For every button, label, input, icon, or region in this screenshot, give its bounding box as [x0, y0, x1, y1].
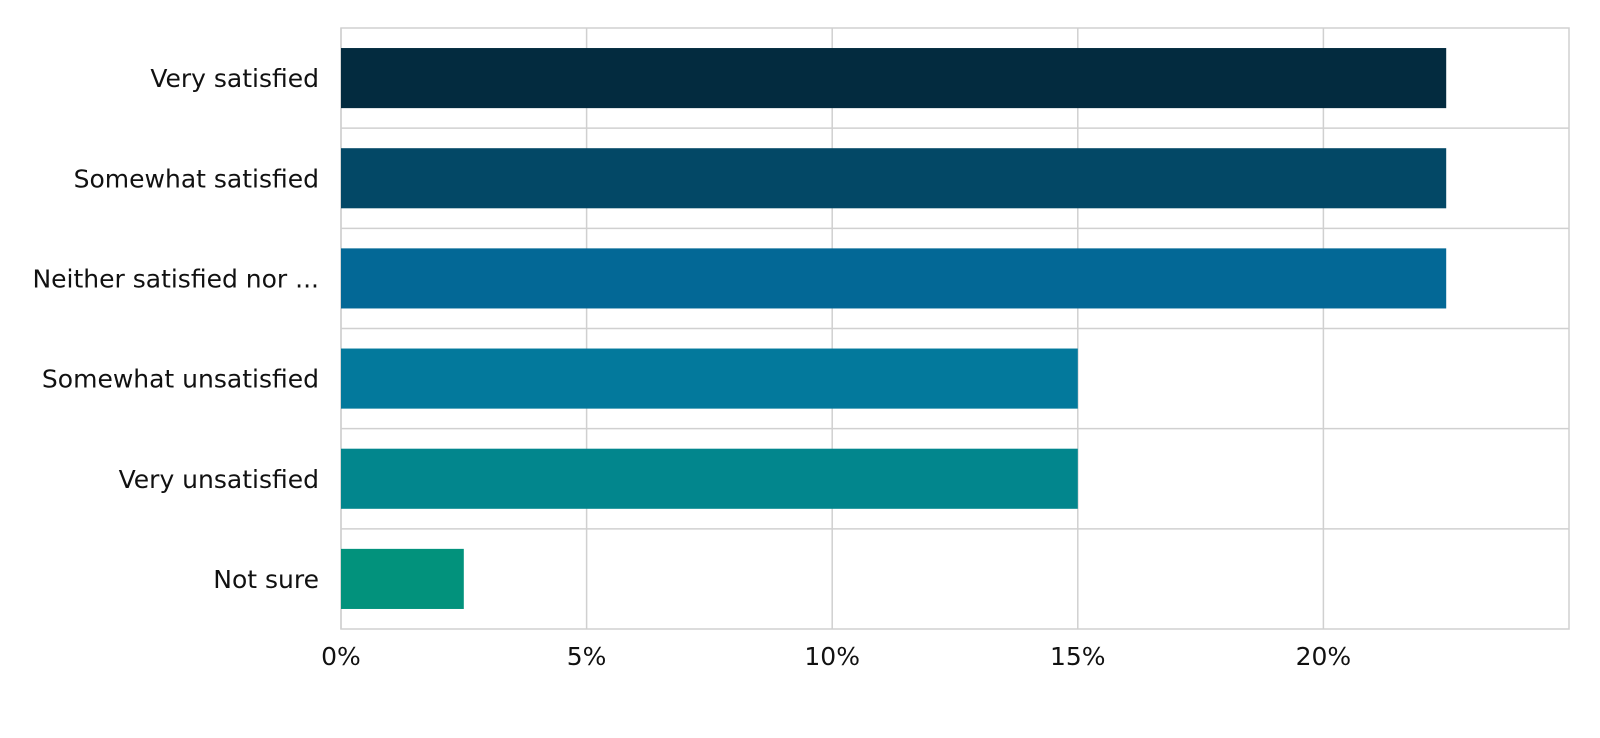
- x-tick-label: 5%: [567, 642, 607, 671]
- x-tick-label: 0%: [321, 642, 361, 671]
- category-label: Neither satisfied nor ...: [32, 264, 319, 293]
- bar: [341, 148, 1447, 209]
- category-labels-layer: Very satisfied Somewhat satisfied Neither …: [32, 64, 319, 594]
- bar: [341, 48, 1447, 109]
- bar: [341, 548, 464, 609]
- grid-layer: [340, 27, 1570, 630]
- category-label: Somewhat satisfied: [74, 164, 319, 193]
- category-label: Very satisfied: [150, 64, 319, 93]
- x-tick-label: 15%: [1050, 642, 1106, 671]
- x-tick-label: 10%: [804, 642, 860, 671]
- bars-layer: [341, 48, 1447, 609]
- bar: [341, 248, 1447, 309]
- x-axis-ticks-layer: 0% 5% 10% 15% 20%: [321, 642, 1351, 671]
- category-label: Somewhat unsatisfied: [42, 365, 319, 394]
- category-label: Not sure: [213, 565, 319, 594]
- x-tick-label: 20%: [1296, 642, 1352, 671]
- bar: [341, 448, 1078, 509]
- bar: [341, 348, 1078, 409]
- category-label: Very unsatisfied: [119, 465, 319, 494]
